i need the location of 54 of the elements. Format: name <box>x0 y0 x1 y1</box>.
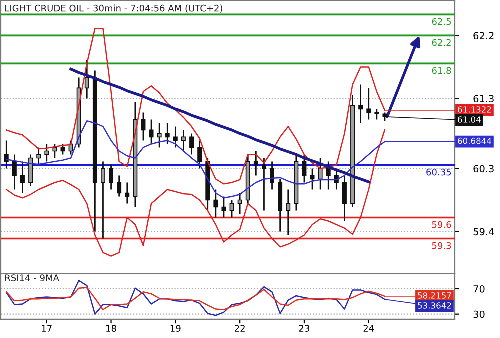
candlestick <box>198 140 202 170</box>
candlestick <box>262 158 266 212</box>
candlestick <box>238 192 242 215</box>
y-tick-label: 70 <box>474 285 485 293</box>
ref-line-label: 59.3 <box>432 242 452 250</box>
candlestick <box>302 154 307 184</box>
candlestick <box>117 175 122 198</box>
candlestick <box>165 122 170 145</box>
candlestick <box>214 189 218 218</box>
candlestick <box>254 150 258 176</box>
candlestick <box>109 164 114 190</box>
chart-title: LIGHT CRUDE OIL - 30min - 7:04:56 AM (UTC+2) <box>6 4 222 13</box>
candlestick <box>342 175 347 222</box>
chart-title: RSI14 - 9MA <box>6 274 60 282</box>
data-label: 53.3642 <box>418 302 452 309</box>
candlestick <box>222 196 226 218</box>
x-tick-label: 24 <box>364 325 374 332</box>
candlestick <box>358 84 364 124</box>
y-tick-label: 60.3 <box>474 165 494 173</box>
candlestick <box>52 144 58 159</box>
candlestick <box>44 144 50 162</box>
candlestick <box>157 122 162 148</box>
candlestick <box>374 108 380 120</box>
x-tick-label: 18 <box>106 325 116 332</box>
data-label: 58.2157 <box>418 292 452 299</box>
candlestick <box>36 147 42 166</box>
x-tick-label: 23 <box>299 325 310 332</box>
candlestick <box>366 88 372 120</box>
x-tick-label: 19 <box>170 325 181 332</box>
ref-line-label: 60.35 <box>426 168 452 176</box>
ref-line-label: 62.2 <box>432 39 451 46</box>
candlestick <box>230 200 234 218</box>
x-tick-label: 17 <box>42 325 52 332</box>
candlestick <box>190 133 194 156</box>
candlestick <box>181 130 186 152</box>
candlestick <box>20 161 25 194</box>
x-tick-label: 22 <box>234 325 245 332</box>
y-tick-label: 59.4 <box>474 228 494 236</box>
text: 61.04 <box>458 116 481 123</box>
candlestick <box>270 161 275 190</box>
ref-line-label: 61.8 <box>432 67 452 74</box>
y-tick-label: 61.3 <box>474 95 494 103</box>
y-tick-label: 30 <box>474 310 485 318</box>
ref-line-label: 62.5 <box>432 18 452 26</box>
data-label: 60.6844 <box>458 138 492 144</box>
candlestick <box>173 126 178 148</box>
ref-line-label: 59.6 <box>432 221 452 228</box>
candlestick <box>125 182 130 204</box>
candlestick <box>12 154 17 190</box>
data-label: 61.1322 <box>458 106 492 113</box>
line-series <box>70 68 370 184</box>
y-tick-label: 62.2 <box>474 32 494 40</box>
candlestick <box>149 119 154 145</box>
candlestick <box>326 161 331 190</box>
